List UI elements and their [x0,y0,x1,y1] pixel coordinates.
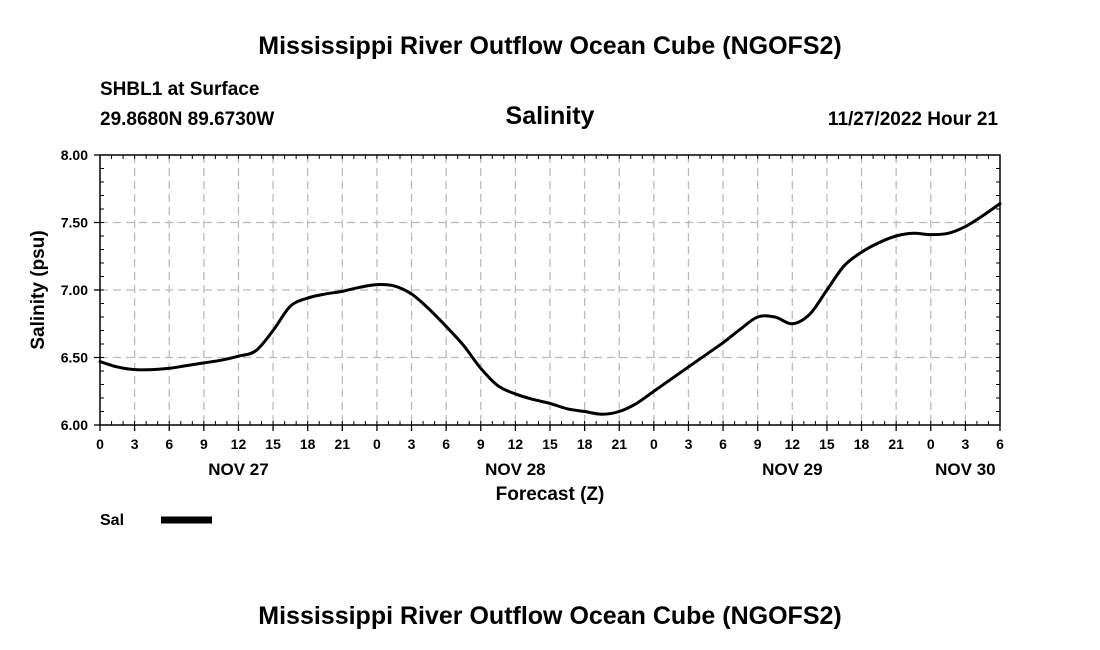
x-tick-label: 15 [542,436,558,452]
x-tick-label: 12 [231,436,247,452]
x-tick-label: 18 [300,436,316,452]
x-tick-label: 6 [165,436,173,452]
x-tick-label: 21 [888,436,904,452]
x-tick-label: 0 [650,436,658,452]
forecast-datetime: 11/27/2022 Hour 21 [828,109,998,130]
x-tick-label: 15 [265,436,281,452]
day-label: NOV 28 [485,460,545,479]
x-tick-label: 12 [785,436,801,452]
day-label: NOV 30 [935,460,995,479]
x-tick-label: 21 [611,436,627,452]
x-tick-label: 21 [335,436,351,452]
x-tick-label: 3 [685,436,693,452]
day-labels: NOV 27 NOV 28 NOV 29 NOV 30 [208,460,995,479]
x-tick-label: 3 [131,436,139,452]
chart-main-title: Mississippi River Outflow Ocean Cube (NG… [258,32,841,60]
axis-ticks [94,154,1001,431]
footer-title: Mississippi River Outflow Ocean Cube (NG… [258,602,841,630]
x-tick-label: 9 [754,436,762,452]
x-tick-label: 0 [373,436,381,452]
legend-label: Sal [100,512,124,529]
x-axis-label: Forecast (Z) [496,484,605,505]
station-name: SHBL1 at Surface [100,79,259,100]
x-tick-label: 6 [719,436,727,452]
x-tick-label: 3 [961,436,969,452]
x-tick-label: 12 [508,436,524,452]
y-tick-label: 8.00 [61,147,88,163]
plot-frame [99,154,1001,426]
x-tick-label: 0 [927,436,935,452]
y-tick-labels: 6.00 6.50 7.00 7.50 8.00 [61,147,88,433]
x-tick-label: 15 [819,436,835,452]
y-tick-label: 7.00 [61,282,88,298]
y-tick-label: 6.00 [61,417,88,433]
plot-title: Salinity [506,102,595,130]
x-tick-label: 6 [996,436,1004,452]
x-tick-label: 9 [477,436,485,452]
y-tick-label: 7.50 [61,215,88,231]
series-layer [98,202,1002,416]
station-coordinates: 29.8680N 89.6730W [100,109,274,130]
x-tick-labels: 0 3 6 9 12 15 18 21 0 3 6 9 12 15 18 21 0 3 6 9 12 15 18 21 0 3 6 [96,436,1004,452]
x-tick-label: 0 [96,436,104,452]
x-tick-label: 3 [408,436,416,452]
x-tick-label: 9 [200,436,208,452]
series-line-sal [98,202,1002,416]
day-label: NOV 27 [208,460,268,479]
grid-lines [100,155,1000,425]
x-tick-label: 6 [442,436,450,452]
x-tick-label: 18 [854,436,870,452]
day-label: NOV 29 [762,460,822,479]
x-tick-label: 18 [577,436,593,452]
y-tick-label: 6.50 [61,350,88,366]
y-axis-label: Salinity (psu) [28,230,49,349]
